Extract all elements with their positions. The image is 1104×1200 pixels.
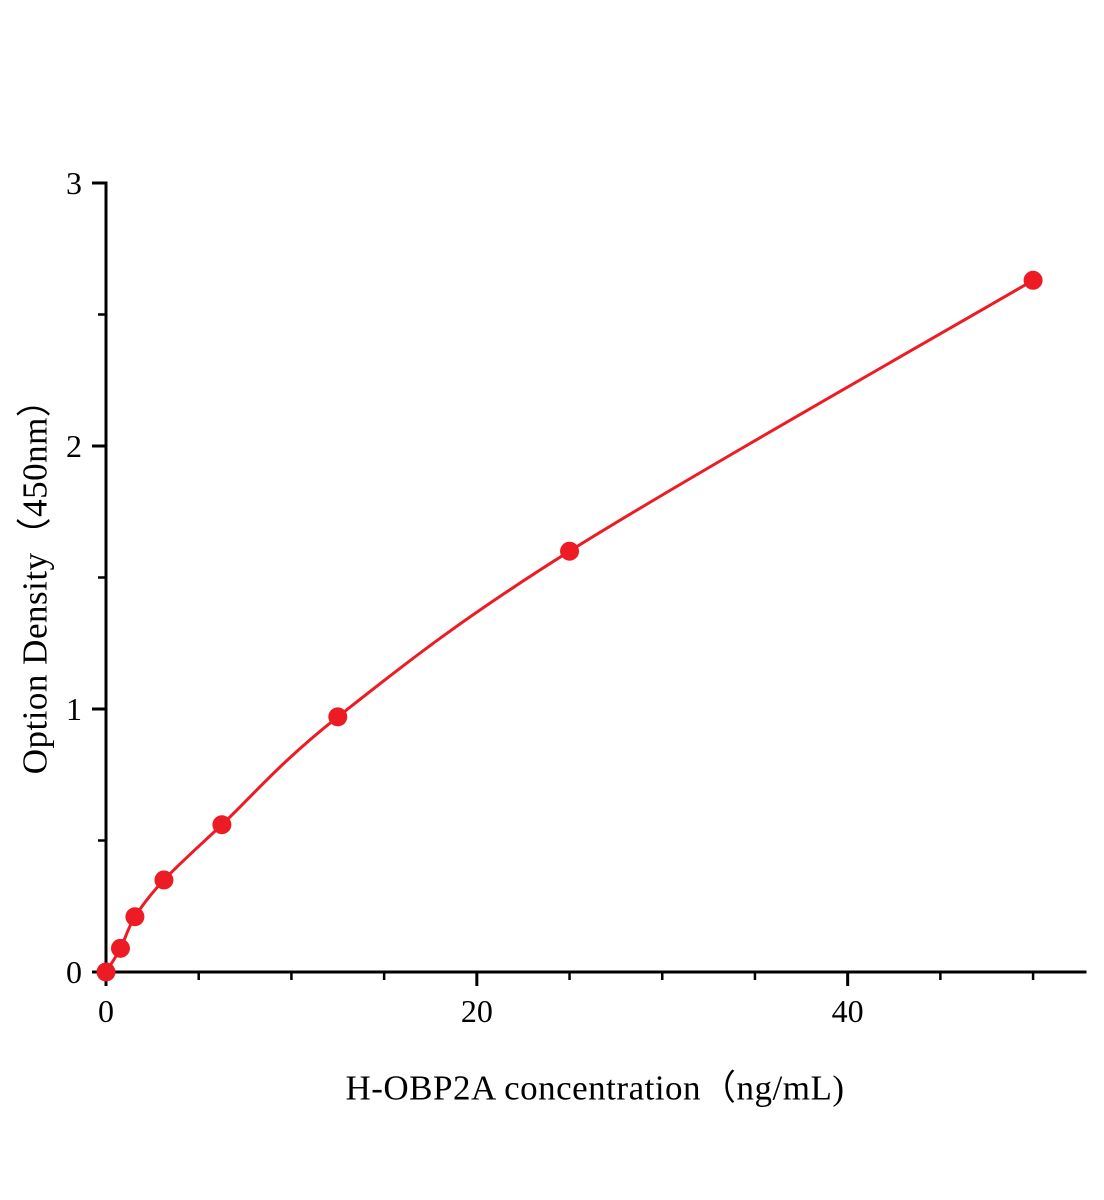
x-tick-label: 0 — [98, 993, 114, 1029]
x-axis-title: H-OBP2A concentration（ng/mL) — [345, 1068, 845, 1108]
x-tick-label: 20 — [461, 993, 493, 1029]
data-point-marker — [560, 541, 580, 561]
y-axis-title: Option Density（450nm） — [15, 381, 55, 775]
axes-lines — [104, 181, 1087, 974]
y-tick-label: 3 — [66, 165, 82, 201]
y-tick-label: 0 — [66, 954, 82, 990]
y-tick-label: 2 — [66, 428, 82, 464]
standard-curve-line — [104, 278, 1035, 974]
y-tick-label: 1 — [66, 691, 82, 727]
data-point-marker — [212, 815, 232, 835]
x-tick-label: 40 — [832, 993, 864, 1029]
data-point-marker — [96, 962, 116, 982]
data-point-marker — [125, 907, 145, 927]
data-point-marker — [328, 707, 348, 727]
data-point-marker — [1023, 270, 1043, 290]
data-point-marker — [154, 870, 174, 890]
data-point-marker — [110, 938, 130, 958]
